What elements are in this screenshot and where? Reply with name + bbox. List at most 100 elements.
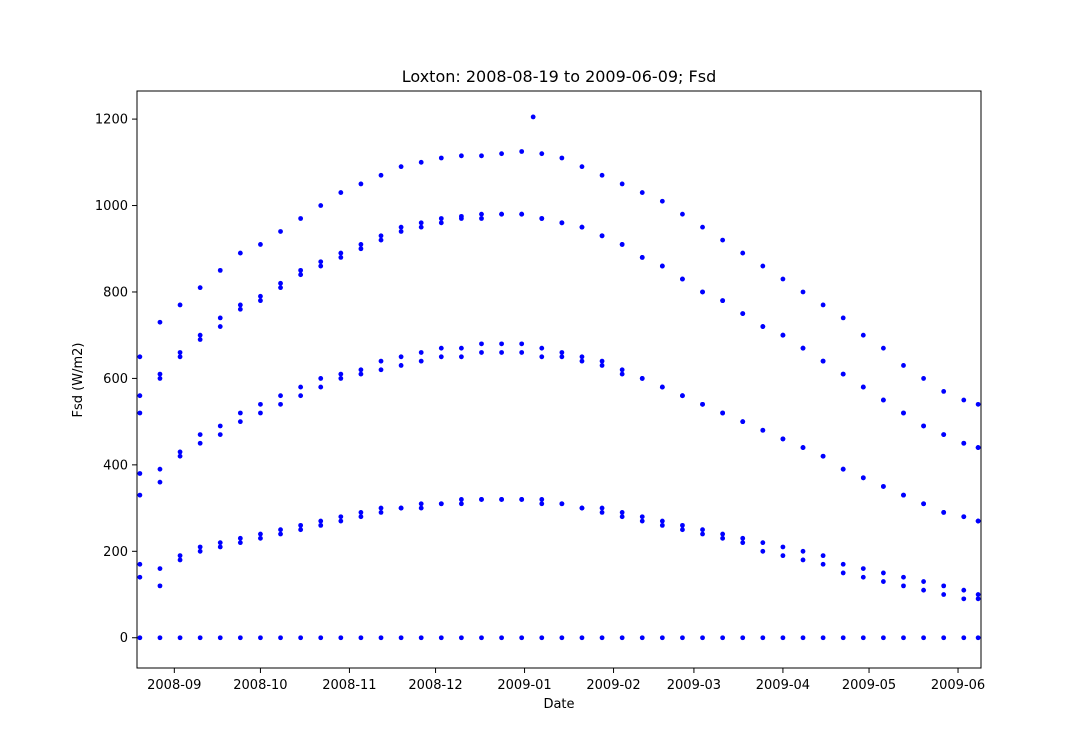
data-point (479, 211, 484, 217)
data-point (639, 635, 645, 641)
data-point (278, 285, 283, 291)
data-point (338, 371, 344, 377)
data-point (237, 540, 243, 546)
data-point (659, 518, 665, 524)
data-point (539, 151, 545, 157)
data-point (961, 440, 967, 446)
data-point (740, 635, 746, 641)
data-point (278, 280, 283, 286)
data-point (975, 592, 981, 597)
data-point (680, 393, 685, 399)
x-tick-label: 2008-11 (322, 678, 376, 693)
data-point (519, 497, 525, 502)
y-tick-label: 0 (120, 631, 128, 646)
data-point (217, 324, 223, 329)
y-tick-label: 1000 (95, 199, 128, 214)
data-point (820, 358, 826, 364)
data-point (438, 345, 444, 351)
data-point (700, 289, 705, 295)
data-point (318, 203, 324, 208)
data-point (720, 535, 726, 541)
data-point (921, 579, 926, 584)
data-point (177, 453, 183, 459)
axes-frame (136, 90, 982, 669)
data-point (961, 397, 967, 403)
data-point (458, 635, 464, 641)
data-point (599, 358, 605, 364)
data-point (599, 635, 605, 641)
data-point (217, 432, 223, 438)
data-point (438, 155, 444, 161)
data-point (519, 350, 525, 355)
data-point (237, 535, 243, 541)
data-point (860, 475, 866, 481)
data-point (800, 445, 806, 450)
data-point (137, 393, 143, 399)
data-point (318, 522, 324, 528)
data-points (137, 114, 981, 641)
data-point (961, 514, 967, 520)
data-point (358, 367, 364, 373)
data-point (975, 635, 981, 641)
data-point (217, 315, 223, 321)
data-point (398, 635, 404, 641)
data-point (579, 164, 585, 170)
data-point (237, 306, 243, 312)
data-point (358, 181, 364, 187)
data-point (619, 510, 625, 515)
data-point (680, 211, 685, 217)
data-point (820, 302, 826, 308)
data-point (961, 596, 967, 602)
data-point (278, 531, 283, 537)
data-point (921, 423, 926, 429)
x-tick-label: 2008-10 (233, 678, 287, 693)
data-point (680, 522, 685, 528)
data-point (901, 635, 906, 641)
data-point (820, 553, 826, 559)
data-point (860, 384, 866, 390)
data-point (177, 553, 183, 559)
data-point (398, 354, 404, 360)
data-point (298, 635, 304, 641)
data-point (740, 311, 746, 316)
data-point (137, 635, 143, 641)
data-point (217, 267, 223, 273)
data-point (479, 341, 484, 347)
data-point (619, 635, 625, 641)
data-point (760, 263, 766, 269)
data-point (840, 570, 846, 576)
data-point (619, 242, 625, 247)
data-point (398, 224, 404, 230)
data-point (740, 250, 746, 256)
data-point (619, 514, 625, 520)
chart-title: Loxton: 2008-08-19 to 2009-06-09; Fsd (402, 67, 716, 86)
x-tick-label: 2009-04 (756, 678, 810, 693)
data-point (820, 635, 826, 641)
data-point (700, 527, 705, 533)
data-point (157, 466, 163, 472)
data-point (197, 440, 203, 446)
data-point (700, 224, 705, 230)
x-tick-label: 2009-02 (586, 678, 640, 693)
data-point (197, 432, 203, 438)
data-point (438, 354, 444, 360)
data-point (458, 345, 464, 351)
data-point (177, 449, 183, 455)
data-point (975, 401, 981, 407)
data-point (559, 501, 565, 507)
data-point (298, 522, 304, 528)
data-point (197, 544, 203, 550)
data-point (438, 635, 444, 641)
data-point (975, 596, 981, 602)
data-point (800, 345, 806, 351)
data-point (680, 527, 685, 533)
data-point (880, 570, 886, 576)
data-point (780, 553, 786, 559)
data-point (137, 471, 143, 476)
data-point (921, 587, 926, 593)
data-point (880, 484, 886, 489)
data-point (318, 259, 324, 265)
data-point (157, 371, 163, 377)
data-point (840, 635, 846, 641)
data-point (579, 358, 585, 364)
